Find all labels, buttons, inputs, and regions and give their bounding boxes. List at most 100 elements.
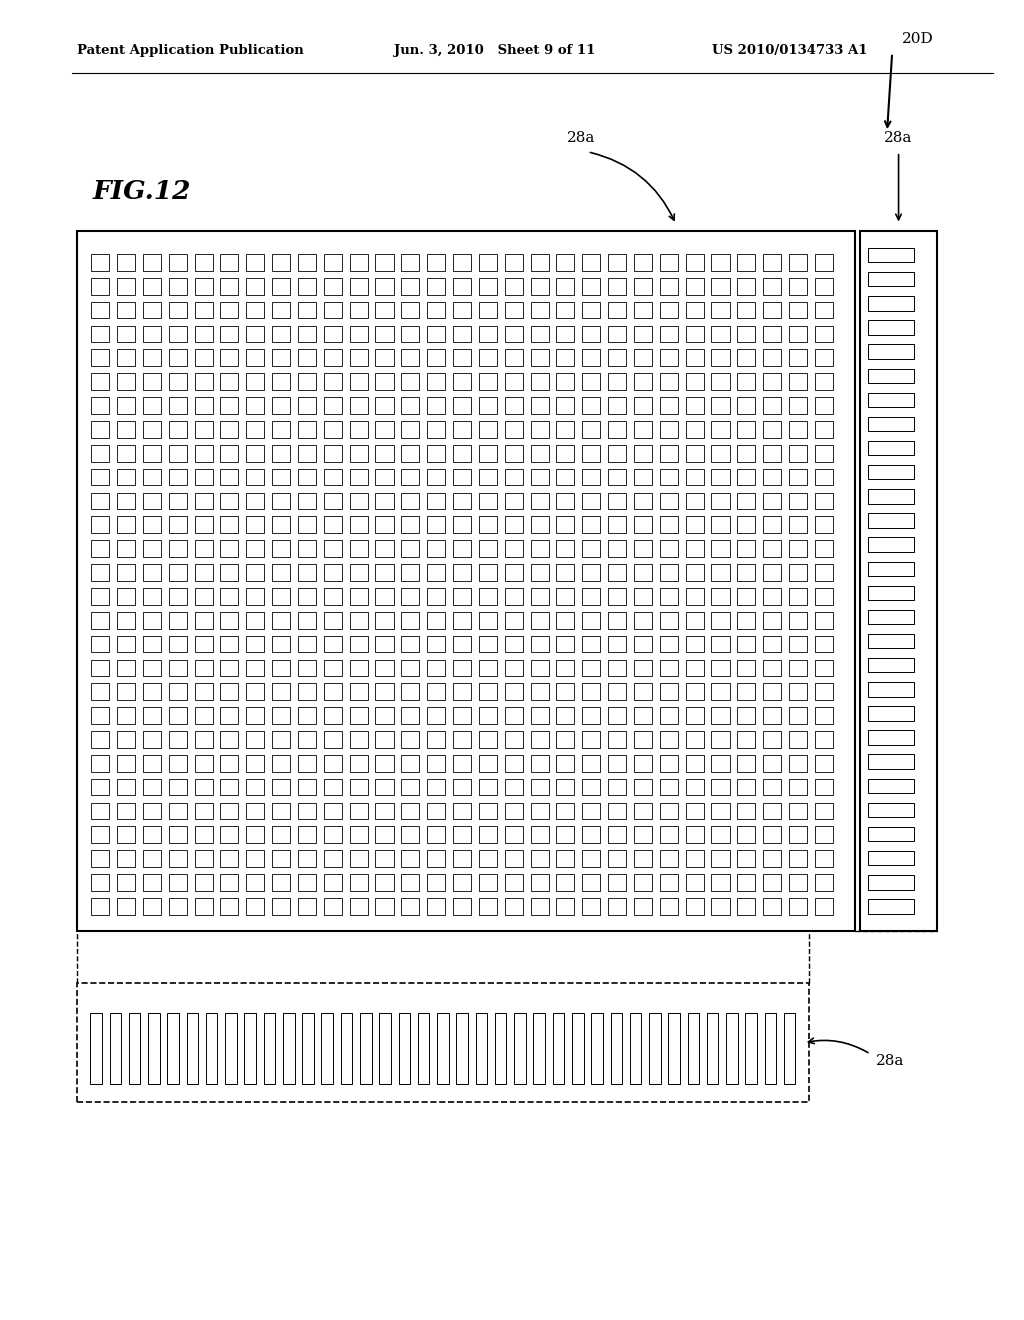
Bar	[556, 253, 574, 271]
Bar	[534, 1014, 545, 1085]
Bar	[298, 779, 316, 796]
Bar	[246, 374, 264, 389]
Bar	[867, 417, 913, 432]
Bar	[686, 803, 703, 820]
Bar	[583, 326, 600, 342]
Bar	[556, 731, 574, 747]
Bar	[453, 564, 471, 581]
Bar	[324, 898, 342, 915]
Bar	[401, 803, 420, 820]
Bar	[246, 397, 264, 414]
Bar	[505, 731, 523, 747]
Bar	[376, 326, 393, 342]
Bar	[763, 397, 781, 414]
Bar	[324, 326, 342, 342]
Bar	[246, 850, 264, 867]
Bar	[608, 277, 626, 294]
Bar	[556, 779, 574, 796]
Bar	[479, 874, 497, 891]
Bar	[556, 587, 574, 605]
Bar	[427, 277, 445, 294]
Bar	[530, 516, 549, 533]
Bar	[142, 636, 161, 652]
Bar	[117, 540, 135, 557]
Bar	[427, 874, 445, 891]
Bar	[169, 564, 186, 581]
Bar	[712, 636, 729, 652]
Bar	[376, 684, 393, 700]
Bar	[790, 540, 807, 557]
Bar	[169, 277, 186, 294]
Bar	[427, 826, 445, 843]
Bar	[707, 1014, 719, 1085]
Bar	[763, 350, 781, 366]
Bar	[225, 1014, 237, 1085]
Bar	[763, 587, 781, 605]
Bar	[867, 657, 913, 672]
Bar	[349, 516, 368, 533]
Bar	[583, 492, 600, 510]
Bar	[583, 587, 600, 605]
Bar	[815, 587, 833, 605]
Bar	[427, 540, 445, 557]
Bar	[298, 421, 316, 438]
Bar	[427, 469, 445, 486]
Bar	[634, 350, 652, 366]
Bar	[530, 660, 549, 676]
Bar	[91, 898, 110, 915]
Bar	[790, 350, 807, 366]
Bar	[457, 1014, 468, 1085]
Bar	[712, 660, 729, 676]
Bar	[117, 374, 135, 389]
Bar	[634, 421, 652, 438]
Bar	[401, 708, 420, 723]
Bar	[686, 397, 703, 414]
Bar	[867, 730, 913, 744]
Bar	[220, 898, 239, 915]
Bar	[583, 850, 600, 867]
Bar	[608, 587, 626, 605]
Bar	[659, 587, 678, 605]
Bar	[556, 374, 574, 389]
Bar	[349, 850, 368, 867]
Bar	[669, 1014, 680, 1085]
Bar	[608, 564, 626, 581]
Bar	[117, 755, 135, 772]
Bar	[583, 469, 600, 486]
Bar	[349, 779, 368, 796]
Bar	[272, 684, 290, 700]
Bar	[659, 350, 678, 366]
Bar	[453, 516, 471, 533]
Bar	[453, 898, 471, 915]
Bar	[815, 421, 833, 438]
Bar	[763, 826, 781, 843]
Bar	[505, 708, 523, 723]
Bar	[91, 469, 110, 486]
Bar	[169, 803, 186, 820]
Bar	[712, 492, 729, 510]
Bar	[556, 874, 574, 891]
Bar	[763, 540, 781, 557]
Bar	[349, 469, 368, 486]
Bar	[453, 755, 471, 772]
Bar	[220, 874, 239, 891]
Bar	[169, 253, 186, 271]
Bar	[401, 492, 420, 510]
Bar	[117, 253, 135, 271]
Bar	[608, 826, 626, 843]
Bar	[453, 492, 471, 510]
Bar	[867, 682, 913, 697]
Bar	[583, 374, 600, 389]
Bar	[556, 469, 574, 486]
Bar	[790, 445, 807, 462]
Bar	[220, 350, 239, 366]
Bar	[195, 277, 213, 294]
Bar	[117, 684, 135, 700]
Bar	[583, 779, 600, 796]
Bar	[556, 611, 574, 628]
Bar	[479, 684, 497, 700]
Bar	[91, 850, 110, 867]
Bar	[91, 684, 110, 700]
Bar	[427, 611, 445, 628]
Bar	[195, 731, 213, 747]
